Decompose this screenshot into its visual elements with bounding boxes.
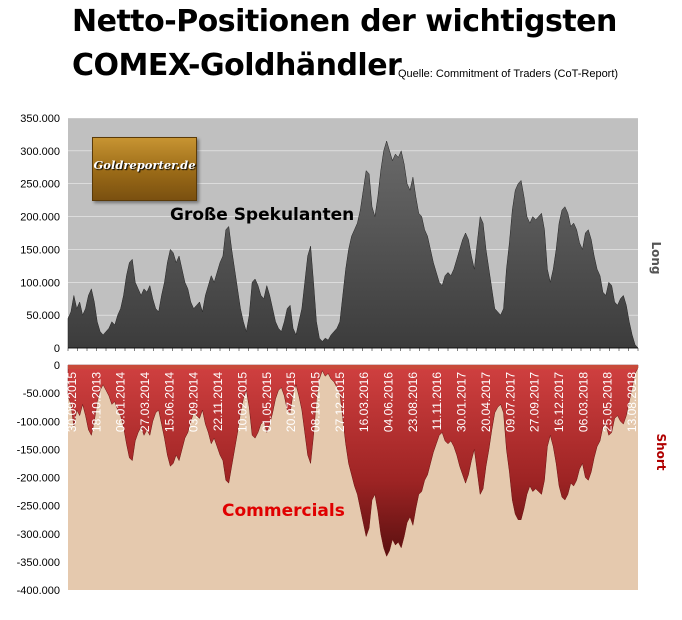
x-tick-label: 16.03.2016 xyxy=(357,372,371,432)
x-tick-label: 06.03.2018 xyxy=(576,372,590,432)
goldreporter-logo: Goldreporter.de xyxy=(92,137,197,201)
x-tick-label: 27.09.2017 xyxy=(528,372,542,432)
y-tick-label: 250.000 xyxy=(20,179,60,191)
x-tick-label: 01.05.2015 xyxy=(260,372,274,432)
y-tick-label: -150.000 xyxy=(17,444,60,456)
x-tick-label: 22.11.2014 xyxy=(211,372,225,431)
y-tick-label: 100.000 xyxy=(20,277,60,289)
x-tick-label: 08.10.2015 xyxy=(309,372,323,432)
y-tick-label: 350.000 xyxy=(20,113,60,125)
x-tick-label: 30.01.2017 xyxy=(455,372,469,432)
y-tick-label: -100.000 xyxy=(17,416,60,428)
y-tick-label: -250.000 xyxy=(17,501,60,513)
long-side-label: Long xyxy=(649,241,663,274)
x-tick-label: 11.11.2016 xyxy=(430,372,444,431)
y-tick-label: 50.000 xyxy=(26,310,60,322)
x-tick-label: 04.06.2016 xyxy=(382,372,396,432)
x-tick-label: 15.06.2014 xyxy=(162,372,176,432)
y-tick-label: -300.000 xyxy=(17,529,60,541)
series-label-commercials: Commercials xyxy=(222,501,345,521)
short-side-label: Short xyxy=(654,433,668,470)
y-tick-label: 150.000 xyxy=(20,244,60,256)
x-tick-label: 30.09.2015 xyxy=(65,372,79,432)
x-tick-label: 09.07.2017 xyxy=(503,372,517,432)
commercials-area xyxy=(67,364,639,557)
x-tick-label: 18.10.2013 xyxy=(89,372,103,432)
y-tick-label: 300.000 xyxy=(20,146,60,158)
source-note: Quelle: Commitment of Traders (CoT-Repor… xyxy=(398,68,619,80)
speculators-area xyxy=(67,140,639,349)
y-tick-label: -350.000 xyxy=(17,557,60,569)
y-tick-label: -400.000 xyxy=(17,585,60,597)
x-tick-label: 25.05.2018 xyxy=(601,372,615,432)
x-tick-label: 23.08.2016 xyxy=(406,372,420,432)
x-tick-label: 20.04.2017 xyxy=(479,372,493,432)
x-tick-label: 06.01.2014 xyxy=(114,372,128,432)
chart-title-line-1: Netto-Positionen der wichtigsten xyxy=(72,4,617,39)
y-tick-label: -200.000 xyxy=(17,473,60,485)
y-tick-label: -50.000 xyxy=(23,388,60,400)
y-tick-label: 0 xyxy=(54,360,60,372)
zero-line xyxy=(68,365,638,369)
chart-title-line-2: COMEX-Goldhändler xyxy=(72,48,402,83)
x-tick-label: 03.09.2014 xyxy=(187,372,201,432)
logo-text: Goldreporter.de xyxy=(93,158,196,172)
series-label-speculators: Große Spekulanten xyxy=(170,205,355,225)
x-tick-label: 27.03.2014 xyxy=(138,372,152,432)
x-tick-label: 20.07.2015 xyxy=(284,372,298,432)
x-tick-label: 27.12.2015 xyxy=(333,372,347,432)
x-tick-label: 16.12.2017 xyxy=(552,372,566,432)
x-tick-label: 10.02.2015 xyxy=(235,372,249,432)
y-tick-label: 0 xyxy=(54,343,60,355)
y-tick-label: 200.000 xyxy=(20,212,60,224)
x-tick-label: 13.08.2018 xyxy=(625,372,639,432)
